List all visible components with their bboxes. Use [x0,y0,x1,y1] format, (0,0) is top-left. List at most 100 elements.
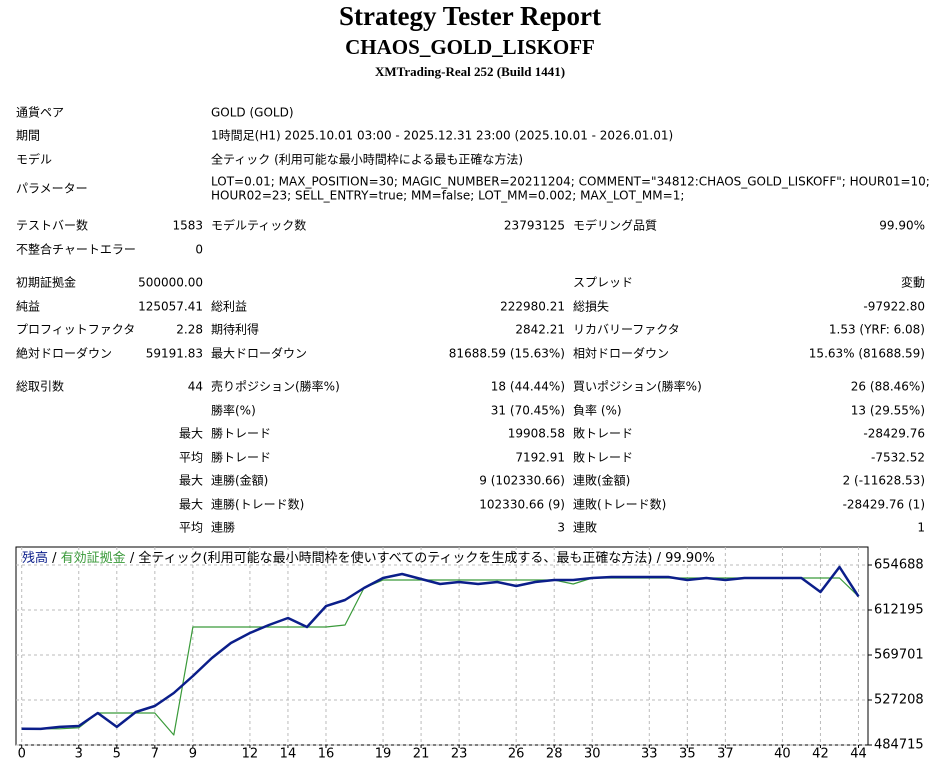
x-tick-label: 0 [18,747,26,761]
x-tick-label: 7 [151,747,159,761]
stat-label: 不整合チャートエラー [16,242,136,257]
stat-value: 59191.83 [146,347,203,361]
stat-label: スプレッド [573,276,633,290]
series-line [21,565,860,731]
stat-label: 純益 [16,300,40,314]
legend-text: / [126,551,139,566]
legend-text: / [653,551,666,566]
info-label: 期間 [16,129,40,143]
stat-value: 平均 [179,521,203,535]
stat-value: 2842.21 [515,323,565,337]
series-line [21,577,859,736]
stat-value: 1 [917,521,925,535]
x-tick-label: 37 [717,747,734,761]
info-value: 全ティック (利用可能な最小時間枠による最も正確な方法) [211,152,523,167]
legend-text: 残高 [22,550,48,566]
stat-label: プロフィットファクタ [16,323,135,337]
stat-value: 81688.59 (15.63%) [449,347,565,361]
y-tick-label: 612195 [874,602,924,617]
stat-label: モデルティック数 [211,218,306,233]
stat-value: 99.90% [879,219,925,233]
x-tick-label: 26 [508,747,525,761]
stat-value: 222980.21 [500,300,565,314]
x-tick-label: 28 [546,747,563,761]
info-label: パラメーター [16,182,88,196]
stat-value: 2 (-11628.53) [843,474,925,488]
stat-value: 1583 [172,219,203,233]
stat-label: 敗トレード [573,426,633,441]
stat-value: 31 (70.45%) [491,404,565,418]
stat-label: 連敗(金額) [573,473,630,488]
stat-label: 売りポジション(勝率%) [211,379,340,394]
stat-label: 買いポジション(勝率%) [573,379,702,394]
stat-label: リカバリーファクタ [573,323,680,337]
y-tick-label: 569701 [874,648,924,663]
legend-text: 99.90% [665,551,715,566]
x-tick-label: 12 [242,747,259,761]
stat-value: 平均 [179,451,203,465]
x-tick-label: 5 [113,747,121,761]
stat-value: 変動 [901,275,925,290]
stat-value: 102330.66 (9) [479,498,565,512]
y-tick-label: 527208 [874,693,924,708]
x-tick-label: 44 [850,747,867,761]
stat-value: 最大 [179,474,203,488]
stat-value: 44 [188,380,203,394]
stat-value: 15.63% (81688.59) [809,347,925,361]
stat-label: テストバー数 [16,218,88,233]
stat-label: 勝率(%) [211,403,256,418]
legend-text: 全ティック(利用可能な最小時間枠を使いすべてのティックを生成する、最も正確な方法… [138,550,652,566]
stat-label: 絶対ドローダウン [16,346,112,361]
x-tick-label: 35 [679,747,696,761]
stat-value: 26 (88.46%) [851,380,925,394]
stat-value: 最大 [179,427,203,441]
report-subtitle: CHAOS_GOLD_LISKOFF [345,35,595,59]
stat-value: -28429.76 (1) [843,498,925,512]
x-tick-label: 33 [641,747,658,761]
x-tick-label: 9 [189,747,197,761]
x-tick-label: 42 [812,747,829,761]
stat-label: 総取引数 [16,379,64,394]
x-tick-label: 40 [774,747,791,761]
stat-value: 23793125 [504,219,565,233]
legend: 残高 / 有効証拠金 / 全ティック(利用可能な最小時間枠を使いすべてのティック… [22,550,715,566]
stat-label: 敗トレード [573,450,633,465]
x-tick-label: 16 [318,747,335,761]
stat-label: 最大ドローダウン [211,346,307,361]
x-tick-label: 19 [375,747,392,761]
stat-label: 負率 (%) [573,403,622,418]
stat-value: 3 [557,521,565,535]
stat-value: -28429.76 [863,427,925,441]
stat-label: 総利益 [211,300,247,314]
stat-label: 連勝 [211,520,235,535]
stat-value: -97922.80 [863,300,925,314]
y-tick-label: 484715 [874,738,924,753]
info-label: 通貨ペア [16,105,64,120]
stat-value: 2.28 [176,323,203,337]
x-tick-label: 30 [584,747,601,761]
stat-label: 相対ドローダウン [573,346,669,361]
stat-value: 7192.91 [515,451,565,465]
server-name: XMTrading-Real 252 (Build 1441) [375,64,565,79]
stat-label: 連敗(トレード数) [573,497,666,512]
info-value: 1時間足(H1) 2025.10.01 03:00 - 2025.12.31 2… [211,129,673,143]
info-value: GOLD (GOLD) [211,106,294,120]
stat-label: 連敗 [573,520,597,535]
x-tick-label: 3 [75,747,83,761]
legend-text: / [48,551,61,566]
stat-value: 13 (29.55%) [851,404,925,418]
stat-label: 総損失 [573,299,609,314]
stat-value: -7532.52 [871,451,925,465]
chart-frame [15,546,869,746]
stat-label: 勝トレード [211,426,271,441]
stat-label: 勝トレード [211,450,271,465]
stat-value: 18 (44.44%) [491,380,565,394]
info-label: モデル [16,152,52,167]
x-tick-label: 23 [451,747,468,761]
stat-value: 19908.58 [508,427,565,441]
y-tick-label: 654688 [874,557,924,572]
info-value: HOUR02=23; SELL_ENTRY=true; MM=false; LO… [211,189,684,203]
stat-label: 期待利得 [211,322,259,337]
stat-value: 最大 [179,498,203,512]
